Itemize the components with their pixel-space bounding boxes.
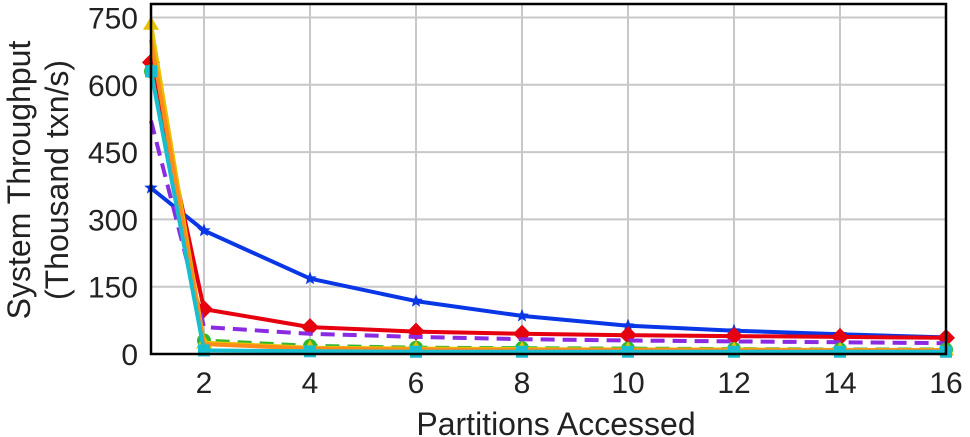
series-line bbox=[149, 120, 947, 346]
series-line bbox=[149, 23, 946, 352]
x-tick-label: 10 bbox=[611, 367, 644, 400]
x-tick-label: 6 bbox=[408, 367, 425, 400]
x-tick-label: 16 bbox=[929, 367, 962, 400]
series-5 bbox=[143, 16, 954, 356]
tick-labels: 2 4 6 8 10 12 14 16 0 150 300 450 600 750 bbox=[88, 2, 963, 400]
data-point bbox=[515, 308, 529, 322]
data-point bbox=[834, 345, 846, 358]
series-line bbox=[149, 70, 946, 354]
y-tick-label: 750 bbox=[88, 2, 138, 35]
series-line bbox=[149, 186, 947, 340]
series-2 bbox=[142, 53, 955, 347]
series-6 bbox=[149, 39, 946, 353]
grid-lines bbox=[151, 4, 947, 354]
y-tick-label: 450 bbox=[88, 137, 138, 170]
data-point bbox=[303, 271, 317, 285]
data-point bbox=[516, 345, 528, 358]
y-tick-label: 0 bbox=[121, 339, 138, 372]
y-axis-label-line-1: System Throughput bbox=[1, 41, 37, 320]
data-point bbox=[622, 345, 634, 358]
series-line bbox=[149, 61, 947, 340]
series-layer bbox=[142, 16, 955, 358]
data-point bbox=[728, 345, 740, 358]
series-4 bbox=[144, 64, 953, 357]
data-point bbox=[621, 318, 635, 332]
series-3 bbox=[149, 120, 947, 346]
data-point bbox=[409, 294, 423, 307]
y-tick-label: 600 bbox=[88, 70, 138, 103]
plot-frame bbox=[149, 2, 948, 356]
x-tick-label: 14 bbox=[823, 367, 856, 400]
series-line bbox=[149, 70, 946, 352]
data-point bbox=[410, 345, 422, 358]
data-point bbox=[304, 345, 316, 358]
x-tick-label: 12 bbox=[717, 367, 750, 400]
x-tick-label: 4 bbox=[302, 367, 319, 400]
data-point bbox=[197, 223, 211, 237]
y-tick-label: 150 bbox=[88, 272, 138, 305]
x-tick-label: 2 bbox=[196, 367, 213, 400]
x-axis-label: Partitions Accessed bbox=[416, 406, 695, 437]
y-axis-label-line-2: (Thousand txn/s) bbox=[39, 60, 75, 300]
series-line bbox=[149, 39, 946, 353]
x-tick-label: 8 bbox=[514, 367, 531, 400]
series-7 bbox=[145, 65, 952, 358]
y-tick-label: 300 bbox=[88, 204, 138, 237]
